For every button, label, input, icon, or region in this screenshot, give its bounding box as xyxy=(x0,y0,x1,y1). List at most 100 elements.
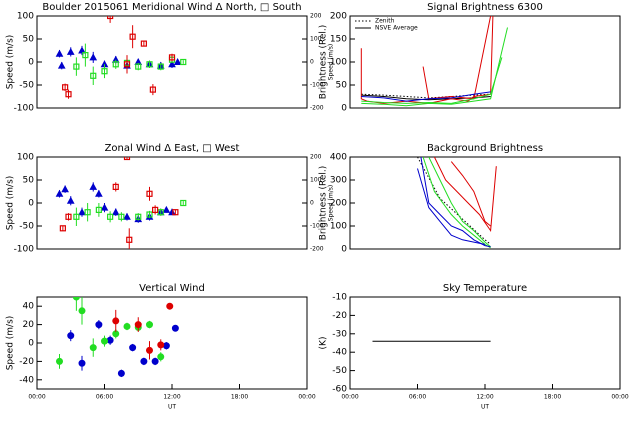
marker xyxy=(95,321,103,329)
marker xyxy=(112,183,119,190)
y-tick-label: 0 xyxy=(28,339,34,349)
marker xyxy=(146,346,153,354)
marker xyxy=(118,213,125,220)
y-tick-label: 100 xyxy=(330,222,347,232)
marker xyxy=(157,209,164,216)
marker xyxy=(146,211,153,218)
y2-tick-label: 0 xyxy=(310,59,314,66)
marker xyxy=(152,206,159,213)
marker xyxy=(82,51,89,59)
y-tick-label: 20 xyxy=(23,320,35,330)
y-tick-label: 50 xyxy=(23,35,35,45)
marker xyxy=(171,324,179,332)
marker xyxy=(123,322,131,330)
x-tick-label: 00:00 xyxy=(341,394,358,401)
y-axis-label: Speed (m/s) xyxy=(6,316,16,371)
y-tick-label: -50 xyxy=(19,81,34,91)
series-line xyxy=(422,16,492,100)
y2-tick-label: -200 xyxy=(310,246,324,253)
panel: Boulder 2015061 Meridional Wind Δ North,… xyxy=(6,2,335,114)
series-line xyxy=(417,168,486,245)
y-tick-label: -20 xyxy=(19,357,34,367)
panel: Signal Brightness 6300 Brightness (Rel.) 0… xyxy=(319,2,621,114)
marker xyxy=(84,209,91,216)
marker xyxy=(157,353,165,361)
marker xyxy=(180,58,187,66)
y-tick-label: -30 xyxy=(332,329,347,339)
x-axis-label: UT xyxy=(168,404,176,411)
marker xyxy=(55,49,64,57)
marker xyxy=(112,61,119,68)
marker xyxy=(162,205,171,213)
series-line xyxy=(428,157,491,248)
marker xyxy=(162,342,170,350)
marker xyxy=(95,206,102,213)
marker xyxy=(106,336,114,344)
marker xyxy=(151,357,159,365)
marker xyxy=(59,225,66,232)
y-tick-label: -60 xyxy=(332,385,347,395)
y-tick-label: -50 xyxy=(19,222,34,232)
x-axis-label: UT xyxy=(481,404,489,411)
y-tick-label: -50 xyxy=(332,366,347,376)
marker xyxy=(65,213,72,220)
y-tick-label: 300 xyxy=(330,176,347,186)
plot-area xyxy=(360,16,508,107)
marker xyxy=(157,63,164,70)
marker xyxy=(101,68,108,75)
marker xyxy=(90,72,97,79)
y-tick-label: 100 xyxy=(330,58,347,68)
marker xyxy=(168,60,176,68)
marker xyxy=(101,337,108,345)
y-tick-label: -40 xyxy=(19,375,34,385)
marker xyxy=(62,84,69,91)
x-tick-label: 18:00 xyxy=(544,394,561,401)
y-tick-label: 40 xyxy=(23,302,35,312)
plot-area xyxy=(417,157,497,249)
panel: Zonal Wind Δ East, □ West Speed (m/s) -100… xyxy=(6,143,335,255)
x-tick-label: 06:00 xyxy=(409,394,426,401)
y2-tick-label: 200 xyxy=(310,13,322,20)
y-axis-label: (K) xyxy=(319,337,329,350)
marker xyxy=(73,63,80,70)
marker xyxy=(140,357,148,365)
x-tick-label: 18:00 xyxy=(231,394,248,401)
marker xyxy=(123,61,131,68)
marker xyxy=(67,332,75,340)
y2-tick-label: -100 xyxy=(310,82,324,89)
y-tick-label: -100 xyxy=(14,245,35,255)
y-axis-label: Speed (m/s) xyxy=(6,176,16,231)
marker xyxy=(129,344,137,352)
marker xyxy=(61,185,69,193)
marker xyxy=(89,53,98,61)
marker xyxy=(168,208,176,216)
x-tick-label: 00:00 xyxy=(28,394,45,401)
marker xyxy=(95,189,103,197)
y-tick-label: 50 xyxy=(336,81,348,91)
y-axis-label: Brightness (Rel.) xyxy=(319,166,329,241)
y2-tick-label: 200 xyxy=(310,154,322,161)
y2-tick-label: -200 xyxy=(310,105,324,112)
y-tick-label: 0 xyxy=(28,199,34,209)
panel: Background Brightness Brightness (Rel.) 0 1… xyxy=(319,143,621,255)
panel-title: Vertical Wind xyxy=(139,283,205,294)
marker xyxy=(134,321,142,329)
marker xyxy=(78,359,86,367)
plot-area xyxy=(55,16,187,99)
marker xyxy=(149,86,156,93)
marker xyxy=(66,47,75,55)
legend-label: Zenith xyxy=(375,18,395,25)
marker xyxy=(180,199,187,207)
x-tick-label: 12:00 xyxy=(163,394,180,401)
series-line xyxy=(450,161,491,227)
y2-axis-label: Speed (m/s) xyxy=(328,185,335,221)
panel-title: Zonal Wind Δ East, □ West xyxy=(105,143,240,154)
series-line xyxy=(420,157,491,248)
y-tick-label: -20 xyxy=(332,311,347,321)
series-line xyxy=(361,27,508,107)
plot-area xyxy=(56,297,179,378)
series-line xyxy=(417,157,491,245)
marker xyxy=(146,61,153,68)
marker xyxy=(107,16,114,20)
marker xyxy=(135,213,142,220)
